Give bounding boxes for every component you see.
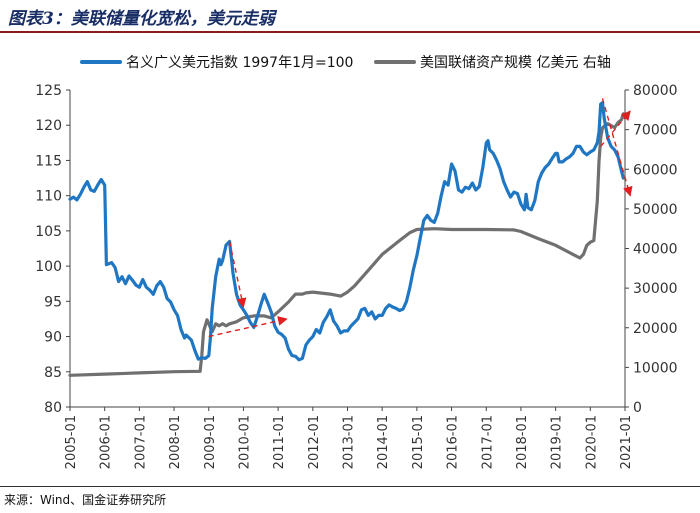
x-tick-label: 2019-01 [550, 415, 565, 469]
x-tick-label: 2015-01 [411, 415, 426, 469]
title-divider [0, 31, 700, 33]
series-line-fed-assets [68, 112, 627, 377]
y-left-tick-label: 105 [35, 224, 62, 240]
y-left-tick-label: 90 [44, 330, 62, 346]
x-tick-label: 2018-01 [515, 415, 530, 469]
x-tick-label: 2005-01 [64, 415, 79, 469]
x-tick-label: 2007-01 [133, 415, 148, 469]
y-left-tick-label: 115 [35, 153, 62, 169]
x-tick-label: 2011-01 [272, 415, 287, 469]
y-left-tick-label: 95 [44, 294, 62, 310]
x-tick-label: 2013-01 [342, 415, 357, 469]
y-left-tick-label: 110 [35, 189, 62, 205]
annotation-arrow [600, 110, 631, 147]
annotation-arrow [228, 241, 247, 308]
x-tick-label: 2012-01 [307, 415, 322, 469]
y-right-tick-label: 50000 [633, 202, 678, 218]
y-left-tick-label: 120 [35, 118, 62, 134]
x-tick-label: 2017-01 [480, 415, 495, 469]
y-right-tick-label: 0 [633, 400, 642, 416]
x-tick-label: 2006-01 [99, 415, 114, 469]
y-right-tick-label: 10000 [633, 360, 678, 376]
legend-label: 名义广义美元指数 1997年1月=100 [126, 55, 353, 71]
y-right-tick-label: 70000 [633, 123, 678, 139]
source-divider [0, 486, 700, 487]
x-tick-label: 2010-01 [237, 415, 252, 469]
legend-label: 美国联储资产规模 亿美元 右轴 [420, 55, 611, 71]
y-right-tick-label: 20000 [633, 321, 678, 337]
chart-title: 图表3：美联储量化宽松，美元走弱 [8, 9, 275, 29]
source-note: 来源：Wind、国金证券研究所 [4, 493, 167, 507]
x-tick-label: 2021-01 [619, 415, 634, 469]
y-left-tick-label: 125 [35, 83, 62, 99]
x-tick-label: 2016-01 [446, 415, 461, 469]
y-right-tick-label: 60000 [633, 162, 678, 178]
annotation-arrow [601, 98, 633, 197]
x-tick-label: 2008-01 [168, 415, 183, 469]
x-tick-label: 2009-01 [203, 415, 218, 469]
x-tick-label: 2014-01 [376, 415, 391, 469]
y-right-tick-label: 30000 [633, 281, 678, 297]
y-right-tick-label: 80000 [633, 83, 678, 99]
annotation-arrow [208, 316, 288, 338]
y-left-tick-label: 85 [44, 365, 62, 381]
series-line-dollar-index [68, 101, 625, 362]
y-left-tick-label: 100 [35, 259, 62, 275]
y-right-tick-label: 40000 [633, 242, 678, 258]
y-left-tick-label: 80 [44, 400, 62, 416]
x-tick-label: 2020-01 [584, 415, 599, 469]
